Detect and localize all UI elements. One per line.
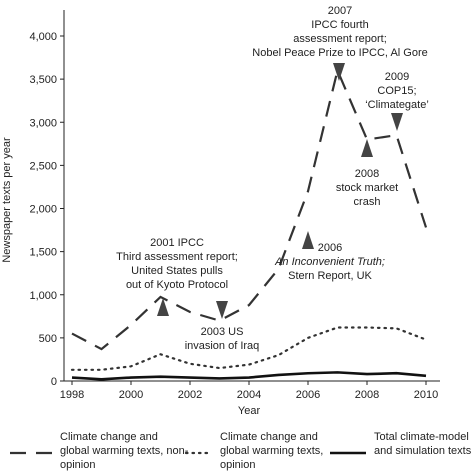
annotation-text: out of Kyoto Protocol <box>126 279 228 291</box>
y-tick-label: 4,000 <box>29 31 57 43</box>
annotation-text: 2009 <box>385 71 409 83</box>
annotation-text: An Inconvenient Truth; <box>274 256 385 268</box>
y-tick-label: 1,500 <box>29 247 57 259</box>
annotation-text: Stern Report, UK <box>288 270 372 282</box>
x-tick-label: 2010 <box>414 389 438 401</box>
annotation-marker <box>391 113 403 131</box>
legend-label: Climate change and global warming texts,… <box>60 431 189 471</box>
y-tick-label: 3,500 <box>29 74 57 86</box>
annotation-text: COP15; <box>377 85 416 97</box>
x-tick-label: 2006 <box>296 389 320 401</box>
annotation-text: stock market <box>336 182 398 194</box>
y-tick-label: 1,000 <box>29 290 57 302</box>
series-line <box>71 371 427 381</box>
legend-label: Climate change and global warming texts,… <box>220 431 324 471</box>
series-line <box>71 67 428 351</box>
annotation-text: United States pulls <box>131 265 223 277</box>
x-tick-label: 1998 <box>60 389 84 401</box>
annotation-marker <box>157 298 169 316</box>
y-axis-label: Newspaper texts per year <box>1 137 13 263</box>
annotation-marker <box>216 301 228 319</box>
annotation-text: 2007 <box>328 5 352 17</box>
annotation-text: invasion of Iraq <box>185 340 260 352</box>
series-line <box>70 326 428 371</box>
x-tick-label: 2008 <box>355 389 379 401</box>
annotation-marker <box>361 139 373 157</box>
y-tick-label: 500 <box>39 333 57 345</box>
annotation-text: 2006 <box>318 242 342 254</box>
y-tick-label: 2,000 <box>29 204 57 216</box>
annotation-text: 2001 IPCC <box>150 237 204 249</box>
annotation-text: 2003 US <box>201 326 244 338</box>
y-tick-label: 3,000 <box>29 117 57 129</box>
x-tick-label: 2002 <box>178 389 202 401</box>
x-tick-label: 2004 <box>237 389 261 401</box>
annotation-text: Third assessment report; <box>116 251 238 263</box>
y-tick-label: 0 <box>51 376 57 388</box>
annotation-text: assessment report; <box>293 33 387 45</box>
annotation-text: crash <box>354 196 381 208</box>
legend-label: Total climate-model and simulation texts <box>374 431 472 457</box>
annotation-marker <box>333 63 345 81</box>
x-axis-label: Year <box>238 405 261 417</box>
x-tick-label: 2000 <box>119 389 143 401</box>
annotation-text: Nobel Peace Prize to IPCC, Al Gore <box>252 47 427 59</box>
annotation-text: 2008 <box>355 168 379 180</box>
annotation-text: ‘Climategate’ <box>365 99 429 111</box>
annotation-marker <box>302 231 314 249</box>
y-tick-label: 2,500 <box>29 160 57 172</box>
annotation-text: IPCC fourth <box>311 19 368 31</box>
